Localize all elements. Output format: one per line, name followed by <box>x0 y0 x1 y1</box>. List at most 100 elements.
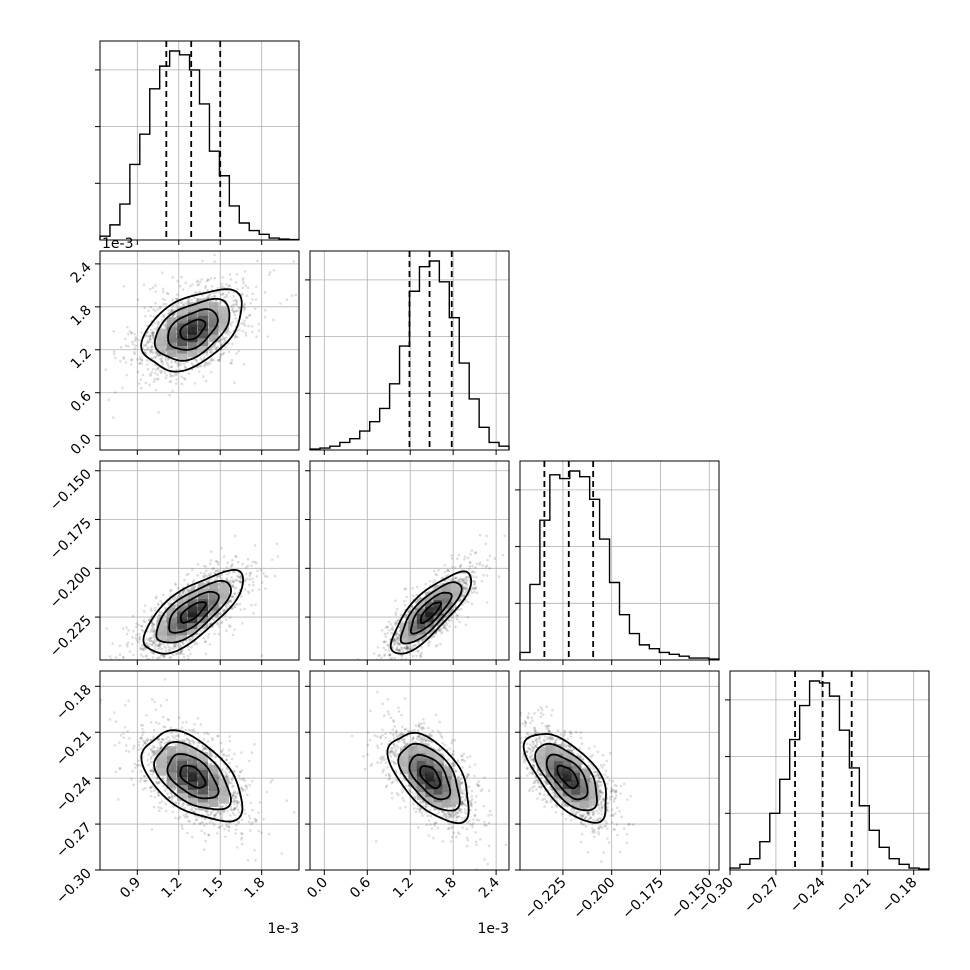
scatter-point <box>270 558 274 561</box>
scatter-point <box>193 585 196 589</box>
scatter-point <box>168 372 172 375</box>
scatter-point <box>174 646 177 649</box>
scatter-point <box>134 344 138 347</box>
scatter-point <box>157 354 161 357</box>
density-block <box>450 581 461 592</box>
scatter-point <box>273 574 277 578</box>
scatter-point <box>465 578 469 582</box>
scatter-point <box>471 570 475 573</box>
scatter-point <box>474 551 477 555</box>
scatter-point <box>214 559 218 563</box>
scatter-point <box>187 372 191 375</box>
scatter-point <box>235 302 238 306</box>
scatter-point <box>152 331 155 335</box>
scatter-point <box>394 619 398 623</box>
scatter-point <box>403 603 407 607</box>
histogram-step <box>519 470 720 660</box>
panel-frame <box>519 460 720 661</box>
scatter-point <box>445 623 449 626</box>
scatter-point <box>136 370 140 374</box>
scatter-point <box>439 582 443 586</box>
scatter-point <box>176 586 180 590</box>
scatter-point <box>438 628 442 632</box>
scatter-point <box>417 650 420 653</box>
scatter-point <box>230 358 234 362</box>
scatter-point <box>156 656 160 660</box>
scatter-point <box>167 309 170 312</box>
scatter-point <box>468 567 471 571</box>
scatter-point <box>469 552 472 556</box>
scatter-point <box>151 334 155 338</box>
scatter-point <box>405 644 409 648</box>
scatter-point <box>143 647 147 651</box>
scatter-point <box>169 374 172 378</box>
scatter-point <box>153 321 157 325</box>
scatter-point <box>131 636 134 639</box>
scatter-point <box>108 655 112 658</box>
scatter-point <box>124 344 128 347</box>
scatter-point <box>203 640 207 643</box>
scatter-point <box>163 298 167 302</box>
scatter-point <box>272 318 275 322</box>
scatter-point <box>398 642 401 646</box>
density-block <box>208 588 219 599</box>
scatter-point <box>206 363 209 367</box>
scatter-point <box>244 334 248 337</box>
scatter-point <box>151 635 155 639</box>
scatter-point <box>231 570 235 573</box>
scatter-point <box>122 285 126 288</box>
scatter-point <box>154 355 158 359</box>
scatter-point <box>205 574 208 578</box>
density-block <box>198 320 209 331</box>
scatter-point <box>195 642 199 645</box>
scatter-point <box>457 553 461 557</box>
scatter-point <box>172 604 176 608</box>
density-block <box>425 591 436 602</box>
scatter-point <box>394 621 397 625</box>
scatter-point <box>409 647 413 650</box>
contour-level <box>140 288 243 373</box>
scatter-point <box>163 371 167 374</box>
scatter-point <box>223 296 226 299</box>
scatter-point <box>133 347 137 350</box>
scatter-point <box>112 352 116 356</box>
y-tick-label: 1.2 <box>68 345 95 372</box>
scatter-point <box>263 315 267 319</box>
scatter-point <box>189 652 192 656</box>
scatter-point <box>464 576 468 580</box>
scatter-point <box>203 574 207 577</box>
scatter-point <box>220 338 223 342</box>
scatter-point <box>153 645 157 648</box>
scatter-point <box>257 329 261 332</box>
scatter-point <box>474 565 477 569</box>
scatter-point <box>140 624 143 628</box>
scatter-point <box>158 746 162 750</box>
scatter-point <box>252 611 255 615</box>
scatter-point <box>241 276 245 280</box>
scatter-point <box>230 308 234 312</box>
x-tick-label: 1.2 <box>159 875 186 902</box>
scatter-point <box>224 330 228 334</box>
scatter-point <box>398 666 401 669</box>
scatter-point <box>437 569 440 572</box>
scatter-point <box>158 357 162 361</box>
scatter-point <box>242 281 245 285</box>
scatter-point <box>204 379 208 383</box>
density-block <box>187 595 198 606</box>
scatter-point <box>174 373 178 377</box>
scatter-point <box>212 291 215 295</box>
scatter-point <box>390 631 393 635</box>
scatter-point <box>146 335 150 338</box>
scatter-point <box>234 586 238 590</box>
scatter-point <box>135 625 138 629</box>
scatter-point <box>187 728 191 732</box>
scatter-point <box>396 636 399 640</box>
density-block <box>187 625 198 636</box>
density-block <box>156 328 167 339</box>
scatter-point <box>432 569 436 573</box>
scatter-point <box>125 632 129 636</box>
scatter-point <box>156 366 160 370</box>
scatter-point <box>128 329 132 333</box>
scatter-point <box>446 613 450 616</box>
scatter-point <box>210 284 214 288</box>
